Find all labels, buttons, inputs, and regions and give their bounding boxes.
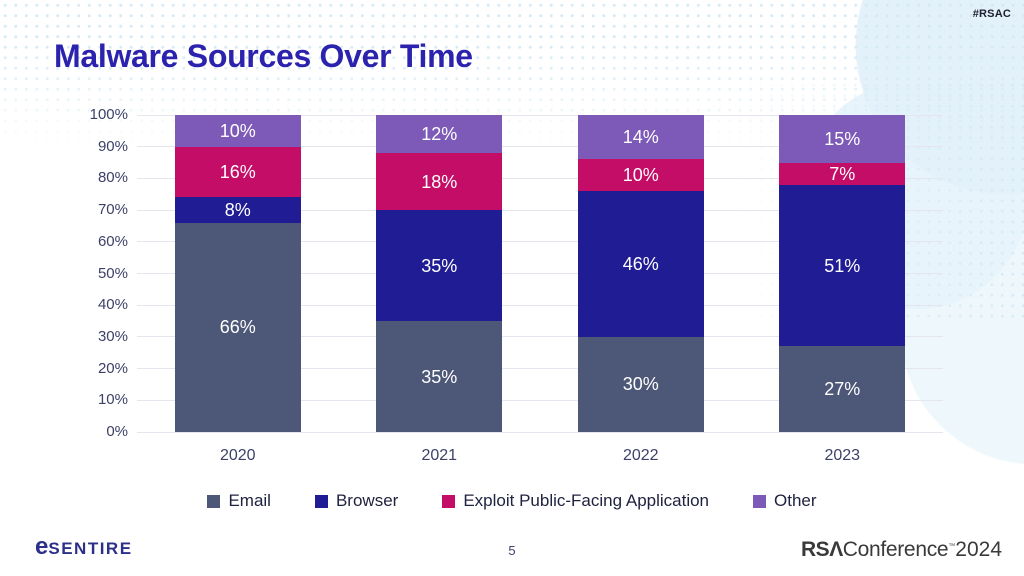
y-axis-tick-label: 90% <box>97 137 128 155</box>
y-axis-tick-label: 60% <box>97 232 128 250</box>
bar-2020: 66% 8% 16% 10% <box>174 115 301 432</box>
y-axis-tick-label: 40% <box>97 296 128 314</box>
gridline <box>137 146 943 148</box>
bar-value-label: 51% <box>824 255 861 276</box>
legend-item-browser: Browser <box>314 491 399 511</box>
legend-item-exploit-public-facing-application: Exploit Public-Facing Application <box>442 491 709 511</box>
y-axis-tick-label: 20% <box>97 359 128 377</box>
gridline <box>137 273 943 274</box>
y-axis-tick-label: 80% <box>97 169 128 187</box>
gridline <box>137 368 943 370</box>
legend-swatch <box>314 494 328 508</box>
legend-swatch <box>207 494 221 508</box>
bar-value-label: 27% <box>824 379 861 400</box>
bar-segment-email: 27% <box>779 346 906 432</box>
rsa-logo-year: 2024 <box>955 538 1002 561</box>
y-axis-tick-label: 50% <box>97 264 128 282</box>
bar-segment-browser: 35% <box>376 210 503 322</box>
legend-label: Browser <box>335 491 399 510</box>
legend-label: Other <box>774 491 817 510</box>
bar-value-label: 12% <box>421 124 458 145</box>
gridline <box>137 114 943 116</box>
bar-value-label: 35% <box>421 255 458 276</box>
bar-segment-browser: 51% <box>779 184 906 347</box>
esentire-logo: e SENTIRE <box>35 533 133 560</box>
x-axis-tick-label: 2022 <box>622 447 659 464</box>
rsac-hashtag: #RSAC <box>972 8 1011 20</box>
gridline <box>137 209 943 211</box>
bar-segment-other: 10% <box>174 115 301 147</box>
bar-value-label: 18% <box>421 171 458 192</box>
x-axis-tick-label: 2023 <box>824 447 861 464</box>
gridline <box>137 177 943 179</box>
esentire-logo-e: e <box>35 533 49 560</box>
slide-title: Malware Sources Over Time <box>54 38 473 74</box>
gridline <box>137 399 943 401</box>
bar-value-label: 16% <box>219 162 256 183</box>
bar-value-label: 66% <box>219 317 256 338</box>
bar-value-label: 10% <box>219 120 256 141</box>
bar-2021: 35% 35% 18% 12% <box>376 115 503 432</box>
bar-segment-email: 35% <box>376 321 503 432</box>
y-axis-tick-label: 70% <box>97 201 128 219</box>
bar-segment-exploit-public-facing-application: 18% <box>376 153 503 211</box>
bar-segment-email: 30% <box>577 336 704 432</box>
y-axis-tick-label: 0% <box>106 423 128 440</box>
bar-value-label: 10% <box>622 165 659 186</box>
bar-value-label: 46% <box>622 254 659 274</box>
bar-segment-exploit-public-facing-application: 10% <box>577 159 704 192</box>
page-number: 5 <box>508 543 516 558</box>
legend-item-other: Other <box>753 491 817 511</box>
bar-segment-exploit-public-facing-application: 16% <box>174 146 301 198</box>
rsa-logo-trademark: ™ <box>948 543 956 550</box>
bar-segment-other: 15% <box>779 115 906 163</box>
gridline <box>137 431 943 433</box>
bar-2022: 30% 46% 10% 14% <box>577 115 704 432</box>
rsa-logo-rsa: RSΛ <box>801 538 843 561</box>
gridline <box>137 336 943 338</box>
bar-segment-browser: 8% <box>174 197 301 223</box>
y-axis-tick-label: 30% <box>97 327 128 345</box>
bar-segment-email: 66% <box>174 222 301 432</box>
chart-legend: Email Browser Exploit Public-Facing Applic… <box>0 491 1024 511</box>
legend-swatch <box>442 494 456 508</box>
bar-value-label: 35% <box>421 366 458 387</box>
bar-value-label: 7% <box>829 163 856 184</box>
bar-segment-other: 12% <box>376 115 503 154</box>
bar-value-label: 30% <box>622 374 659 395</box>
legend-swatch <box>753 494 767 508</box>
x-axis-tick-label: 2020 <box>219 447 256 464</box>
gridline <box>137 241 943 243</box>
rsa-conference-logo: RSΛ Conference ™ 2024 <box>801 538 1002 562</box>
bar-value-label: 8% <box>224 200 251 221</box>
legend-label: Exploit Public-Facing Application <box>463 491 710 510</box>
bar-value-label: 14% <box>622 127 659 148</box>
bar-value-label: 15% <box>824 128 861 149</box>
bar-2023: 27% 51% 7% 15% <box>779 115 906 432</box>
bar-segment-other: 14% <box>577 115 704 160</box>
rsa-logo-conference: Conference <box>842 538 949 561</box>
bar-segment-browser: 46% <box>577 191 704 337</box>
gridline <box>137 304 943 306</box>
bar-segment-exploit-public-facing-application: 7% <box>779 162 906 185</box>
y-axis-tick-label: 10% <box>97 391 128 409</box>
esentire-logo-text: SENTIRE <box>48 539 133 558</box>
legend-item-email: Email <box>207 491 271 511</box>
legend-label: Email <box>228 491 271 510</box>
y-axis-tick-label: 100% <box>89 106 128 123</box>
x-axis-tick-label: 2021 <box>421 447 458 464</box>
